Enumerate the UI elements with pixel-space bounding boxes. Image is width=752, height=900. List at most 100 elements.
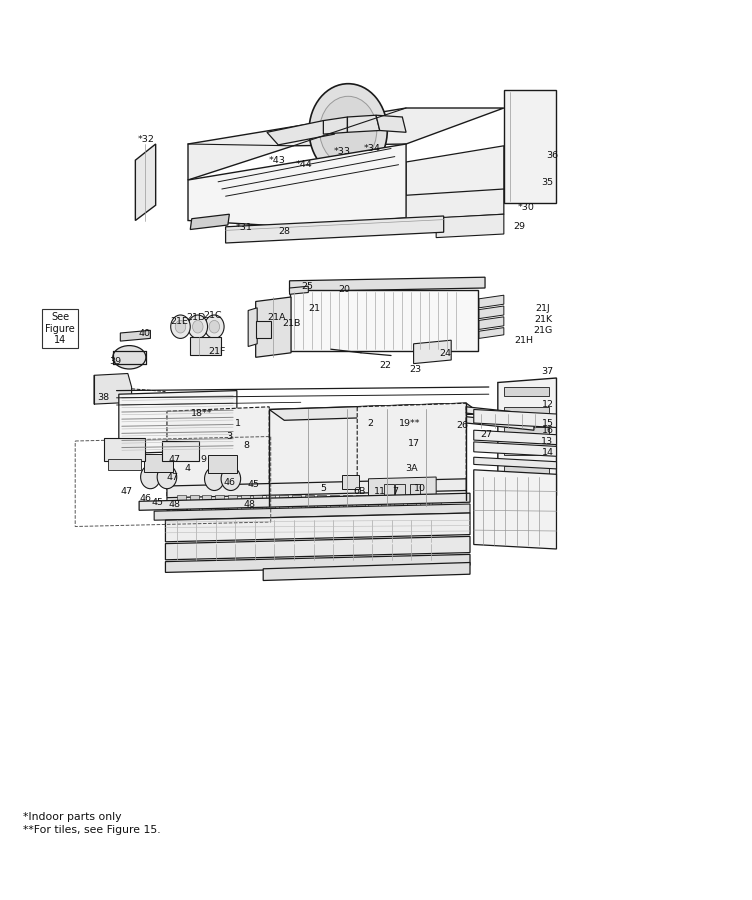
Text: 21E: 21E — [170, 317, 188, 326]
Text: 48: 48 — [244, 500, 256, 509]
Text: 21C: 21C — [204, 310, 222, 320]
Circle shape — [425, 346, 437, 361]
Bar — [342, 475, 359, 489]
Text: 21H: 21H — [514, 336, 534, 345]
Polygon shape — [479, 306, 504, 319]
Circle shape — [175, 320, 186, 333]
Text: 10: 10 — [414, 484, 426, 493]
Text: 21G: 21G — [533, 326, 553, 335]
Bar — [504, 387, 549, 396]
Bar — [162, 441, 199, 461]
Bar — [279, 495, 288, 515]
Polygon shape — [165, 554, 470, 572]
Bar — [190, 337, 221, 355]
Bar — [330, 495, 339, 515]
Text: 27: 27 — [481, 430, 493, 439]
Text: 29: 29 — [513, 222, 525, 231]
Circle shape — [188, 315, 208, 338]
Polygon shape — [474, 470, 556, 549]
Bar — [394, 495, 403, 515]
Circle shape — [309, 84, 387, 177]
Polygon shape — [474, 442, 556, 456]
Text: 21K: 21K — [534, 315, 552, 324]
Polygon shape — [269, 403, 466, 506]
Bar — [108, 459, 141, 470]
Bar — [253, 495, 262, 515]
Polygon shape — [256, 297, 291, 357]
Bar — [208, 455, 237, 473]
Polygon shape — [135, 144, 156, 220]
Text: 13: 13 — [541, 436, 553, 446]
Text: 3A: 3A — [405, 464, 417, 473]
Text: 1: 1 — [235, 419, 241, 428]
Circle shape — [205, 315, 224, 338]
Text: 39: 39 — [109, 357, 121, 366]
Bar — [292, 495, 301, 515]
Polygon shape — [139, 493, 470, 510]
Bar — [290, 290, 478, 351]
Circle shape — [209, 320, 220, 333]
Polygon shape — [165, 513, 470, 542]
Text: 21F: 21F — [208, 346, 226, 356]
Bar — [368, 495, 378, 515]
Polygon shape — [474, 457, 556, 469]
Polygon shape — [94, 374, 132, 404]
Bar — [144, 454, 173, 472]
Bar — [215, 495, 224, 515]
Polygon shape — [368, 477, 436, 497]
Text: 21A: 21A — [268, 313, 286, 322]
Bar — [356, 495, 365, 515]
Text: 16: 16 — [541, 426, 553, 435]
Text: 46: 46 — [223, 478, 235, 487]
Text: 24: 24 — [439, 349, 451, 358]
Text: 40: 40 — [138, 329, 150, 338]
Text: 22: 22 — [379, 361, 391, 370]
Text: 12: 12 — [541, 400, 553, 410]
Text: 17: 17 — [408, 439, 420, 448]
Bar — [256, 321, 271, 338]
Bar — [395, 484, 405, 495]
Bar — [266, 495, 275, 515]
Text: 47: 47 — [120, 487, 132, 496]
Polygon shape — [466, 407, 534, 420]
Circle shape — [221, 467, 241, 491]
Text: *44: *44 — [296, 160, 313, 169]
Bar — [504, 427, 549, 436]
Circle shape — [193, 320, 203, 333]
Polygon shape — [504, 90, 556, 202]
Bar — [504, 446, 549, 455]
Polygon shape — [263, 562, 470, 580]
Text: 21D: 21D — [186, 313, 205, 322]
Polygon shape — [165, 536, 470, 560]
Text: 48: 48 — [168, 500, 180, 509]
Text: *32: *32 — [138, 135, 155, 144]
Bar — [407, 495, 416, 515]
Bar — [384, 484, 394, 495]
Text: 47: 47 — [168, 455, 180, 464]
Polygon shape — [167, 479, 466, 498]
Text: 21J: 21J — [535, 304, 550, 313]
Text: 11: 11 — [374, 487, 386, 496]
Text: *Indoor parts only: *Indoor parts only — [23, 812, 121, 823]
Circle shape — [157, 465, 177, 489]
Polygon shape — [436, 214, 504, 238]
Text: 35: 35 — [541, 178, 553, 187]
Text: 7: 7 — [392, 487, 398, 496]
Text: 3: 3 — [226, 432, 232, 441]
Polygon shape — [466, 417, 534, 430]
Polygon shape — [119, 391, 237, 454]
Polygon shape — [226, 216, 444, 243]
Text: 9: 9 — [200, 455, 206, 464]
Polygon shape — [376, 115, 406, 132]
Text: 46: 46 — [139, 494, 151, 503]
Polygon shape — [154, 504, 470, 520]
Polygon shape — [248, 308, 257, 346]
Polygon shape — [406, 146, 504, 218]
Text: 19**: 19** — [399, 418, 420, 427]
Bar — [241, 495, 250, 515]
Text: 6B: 6B — [353, 487, 365, 496]
Text: 8: 8 — [243, 441, 249, 450]
Text: *30: *30 — [518, 202, 535, 211]
Bar — [343, 495, 352, 515]
Circle shape — [205, 467, 224, 491]
